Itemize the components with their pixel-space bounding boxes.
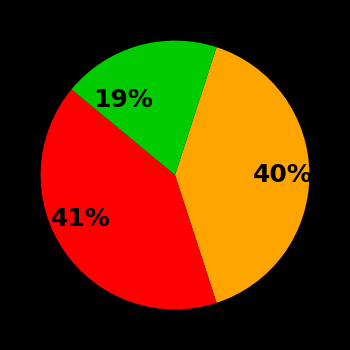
Wedge shape [175,47,309,303]
Text: 41%: 41% [51,207,111,231]
Text: 19%: 19% [93,88,153,112]
Wedge shape [41,89,217,309]
Text: 40%: 40% [253,163,313,187]
Wedge shape [71,41,217,175]
